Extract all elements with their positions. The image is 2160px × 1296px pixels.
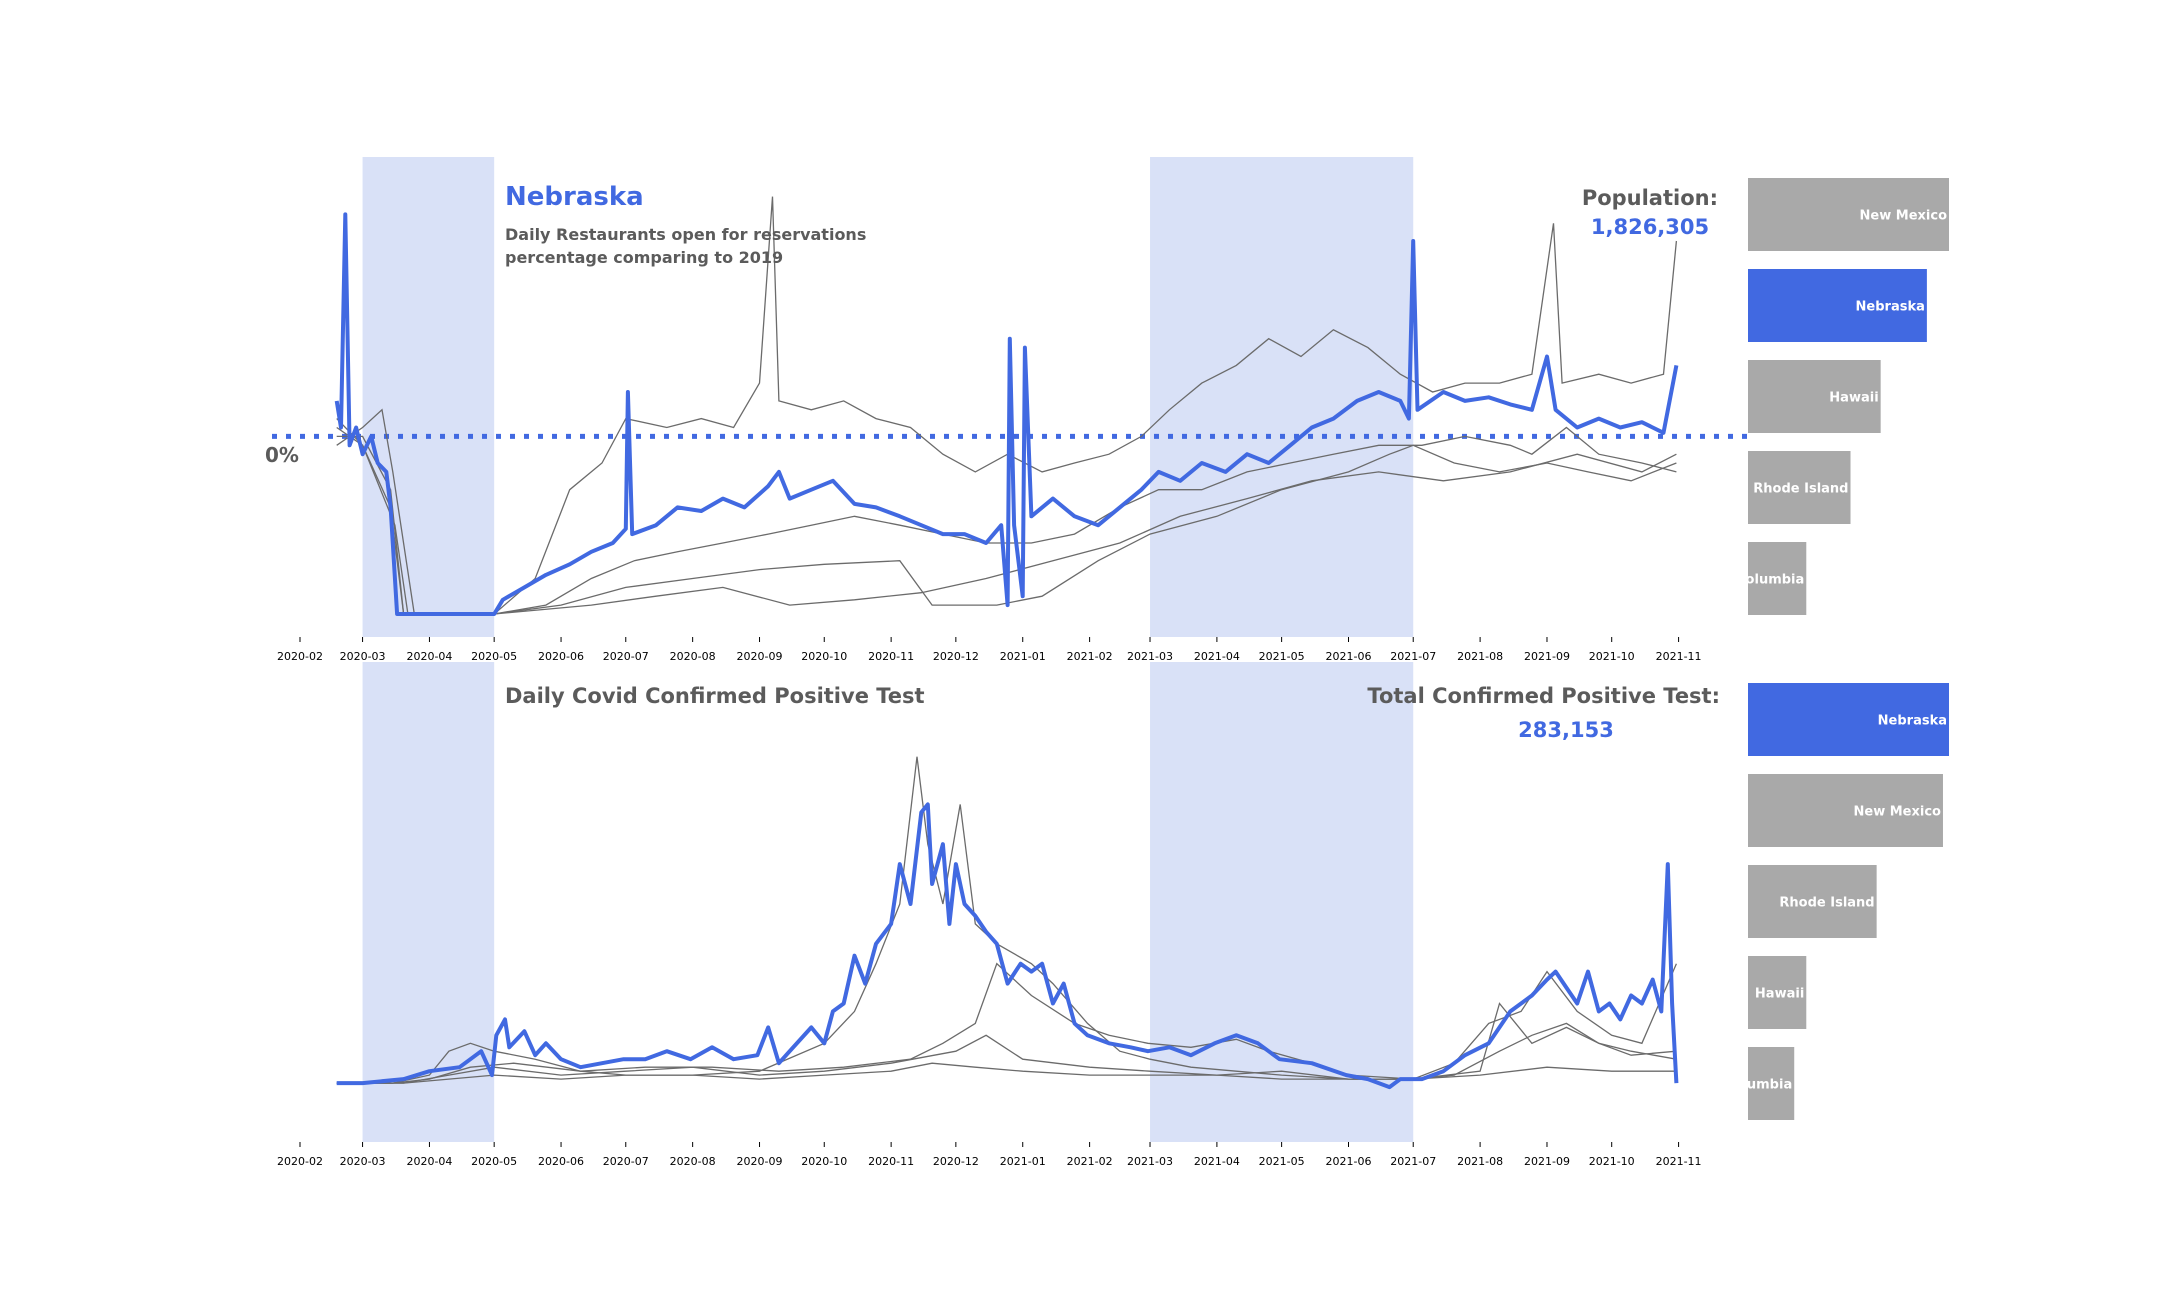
ranking-bar (1748, 774, 1943, 847)
series-line-other (336, 435, 1677, 615)
x-tick-label: 2021-02 (1067, 650, 1113, 663)
x-tick-label: 2020-11 (868, 650, 914, 663)
x-tick-label: 2020-08 (670, 1155, 716, 1168)
population-label: Population: (1582, 186, 1718, 210)
x-tick-label: 2021-03 (1127, 650, 1173, 663)
shaded-period (1150, 662, 1414, 1142)
x-tick-label: 2020-12 (933, 650, 979, 663)
x-tick-label: 2020-08 (670, 650, 716, 663)
series-line-other (336, 756, 1677, 1084)
x-tick-label: 2020-06 (538, 1155, 584, 1168)
series-line-highlight (334, 212, 1679, 616)
series-line-other (336, 1002, 1677, 1084)
x-tick-label: 2021-09 (1524, 650, 1570, 663)
ranking-bar (1748, 1047, 1795, 1120)
ranking-bar-label: New Mexico (1854, 805, 1942, 820)
ranking-bar (1748, 865, 1877, 938)
ranking-bar (1748, 451, 1851, 524)
subtitle-line-2: percentage comparing to 2019 (505, 248, 783, 267)
state-title: Nebraska (505, 182, 644, 212)
x-tick-label: 2020-07 (603, 1155, 649, 1168)
population-value: 1,826,305 (1591, 215, 1709, 239)
x-tick-label: 2021-09 (1524, 1155, 1570, 1168)
x-tick-label: 2021-06 (1326, 1155, 1372, 1168)
restaurants-panel: 2020-02 2020-03 2020-04 2020-05 2020-06 2020-… (265, 157, 1949, 663)
x-tick-label: 2020-04 (406, 1155, 452, 1168)
x-tick-label: 2020-02 (277, 1155, 323, 1168)
other-states-lines (336, 756, 1677, 1084)
x-tick-label: 2021-11 (1656, 650, 1702, 663)
x-tick-label: 2020-09 (737, 1155, 783, 1168)
x-tick-label: 2021-04 (1194, 650, 1240, 663)
x-tick-label: 2020-11 (868, 1155, 914, 1168)
ranking-bar (1748, 178, 1949, 251)
subtitle-line-1: Daily Restaurants open for reservations (505, 225, 866, 244)
ranking-bar-label: Hawaii (1755, 987, 1804, 1002)
x-tick-label: 2021-07 (1390, 1155, 1436, 1168)
x-tick-label: 2021-06 (1326, 650, 1372, 663)
x-tick-label: 2020-06 (538, 650, 584, 663)
x-tick-label: 2021-10 (1589, 650, 1635, 663)
ranking-bar-label: Nebraska (1856, 300, 1925, 315)
x-tick-label: 2020-02 (277, 650, 323, 663)
series-line-highlight (336, 802, 1679, 1090)
x-tick-label: 2021-03 (1127, 1155, 1173, 1168)
highlight-state-line (336, 802, 1679, 1090)
covid-chart-title: Daily Covid Confirmed Positive Test (505, 684, 925, 708)
ranking-bar-label: Rhode Island (1779, 896, 1874, 911)
zero-percent-label: 0% (265, 443, 299, 467)
x-tick-label: 2021-08 (1457, 1155, 1503, 1168)
x-tick-label: 2021-07 (1390, 650, 1436, 663)
ranking-bar (1748, 360, 1881, 433)
x-tick-label: 2020-03 (340, 1155, 386, 1168)
x-tick-label: 2020-07 (603, 650, 649, 663)
series-line-other (336, 1062, 1677, 1084)
shaded-periods (362, 662, 1414, 1142)
highlight-state-line (334, 212, 1679, 616)
x-tick-label: 2020-03 (340, 650, 386, 663)
covid-panel: 2020-02 2020-03 2020-04 2020-05 2020-06 2020-… (277, 662, 1949, 1168)
x-tick-label: 2021-08 (1457, 650, 1503, 663)
x-tick-label: 2021-02 (1067, 1155, 1113, 1168)
ranking-bar-label: District of Columbia (1658, 573, 1804, 588)
series-line-other (336, 426, 1677, 615)
ranking-bar (1748, 269, 1927, 342)
x-tick-label: 2020-10 (801, 650, 847, 663)
shaded-period (1150, 157, 1414, 637)
x-tick-label: 2020-09 (737, 650, 783, 663)
ranking-bar-label: New Mexico (1860, 209, 1948, 224)
x-axis: 2020-02 2020-03 2020-04 2020-05 2020-06 2020-… (277, 1142, 1702, 1168)
shaded-period (362, 157, 495, 637)
x-tick-label: 2021-10 (1589, 1155, 1635, 1168)
x-tick-label: 2020-12 (933, 1155, 979, 1168)
x-tick-label: 2021-01 (1000, 1155, 1046, 1168)
series-line-other (336, 408, 1677, 615)
ranking-bar-label: Nebraska (1878, 714, 1947, 729)
x-tick-label: 2021-05 (1259, 1155, 1305, 1168)
ranking-bar-label: Rhode Island (1753, 482, 1848, 497)
x-tick-label: 2020-04 (406, 650, 452, 663)
x-axis: 2020-02 2020-03 2020-04 2020-05 2020-06 2020-… (277, 637, 1702, 663)
x-tick-label: 2020-05 (471, 650, 517, 663)
shaded-period (362, 662, 495, 1142)
total-positive-label: Total Confirmed Positive Test: (1367, 684, 1720, 708)
total-positive-value: 283,153 (1518, 718, 1614, 742)
ranking-bar-label: Hawaii (1829, 391, 1878, 406)
ranking-bar-label: District of Columbia (1646, 1078, 1792, 1093)
ranking-bar (1748, 542, 1807, 615)
x-tick-label: 2020-10 (801, 1155, 847, 1168)
ranking-bar (1748, 683, 1949, 756)
x-tick-label: 2021-01 (1000, 650, 1046, 663)
ranking-bars: New Mexico Nebraska Hawaii Rhode Island Dist… (1658, 178, 1949, 615)
ranking-bars: Nebraska New Mexico Rhode Island Hawaii Dist… (1646, 683, 1949, 1120)
x-tick-label: 2021-11 (1656, 1155, 1702, 1168)
ranking-bar (1748, 956, 1807, 1029)
x-tick-label: 2020-05 (471, 1155, 517, 1168)
x-tick-label: 2021-05 (1259, 650, 1305, 663)
x-tick-label: 2021-04 (1194, 1155, 1240, 1168)
